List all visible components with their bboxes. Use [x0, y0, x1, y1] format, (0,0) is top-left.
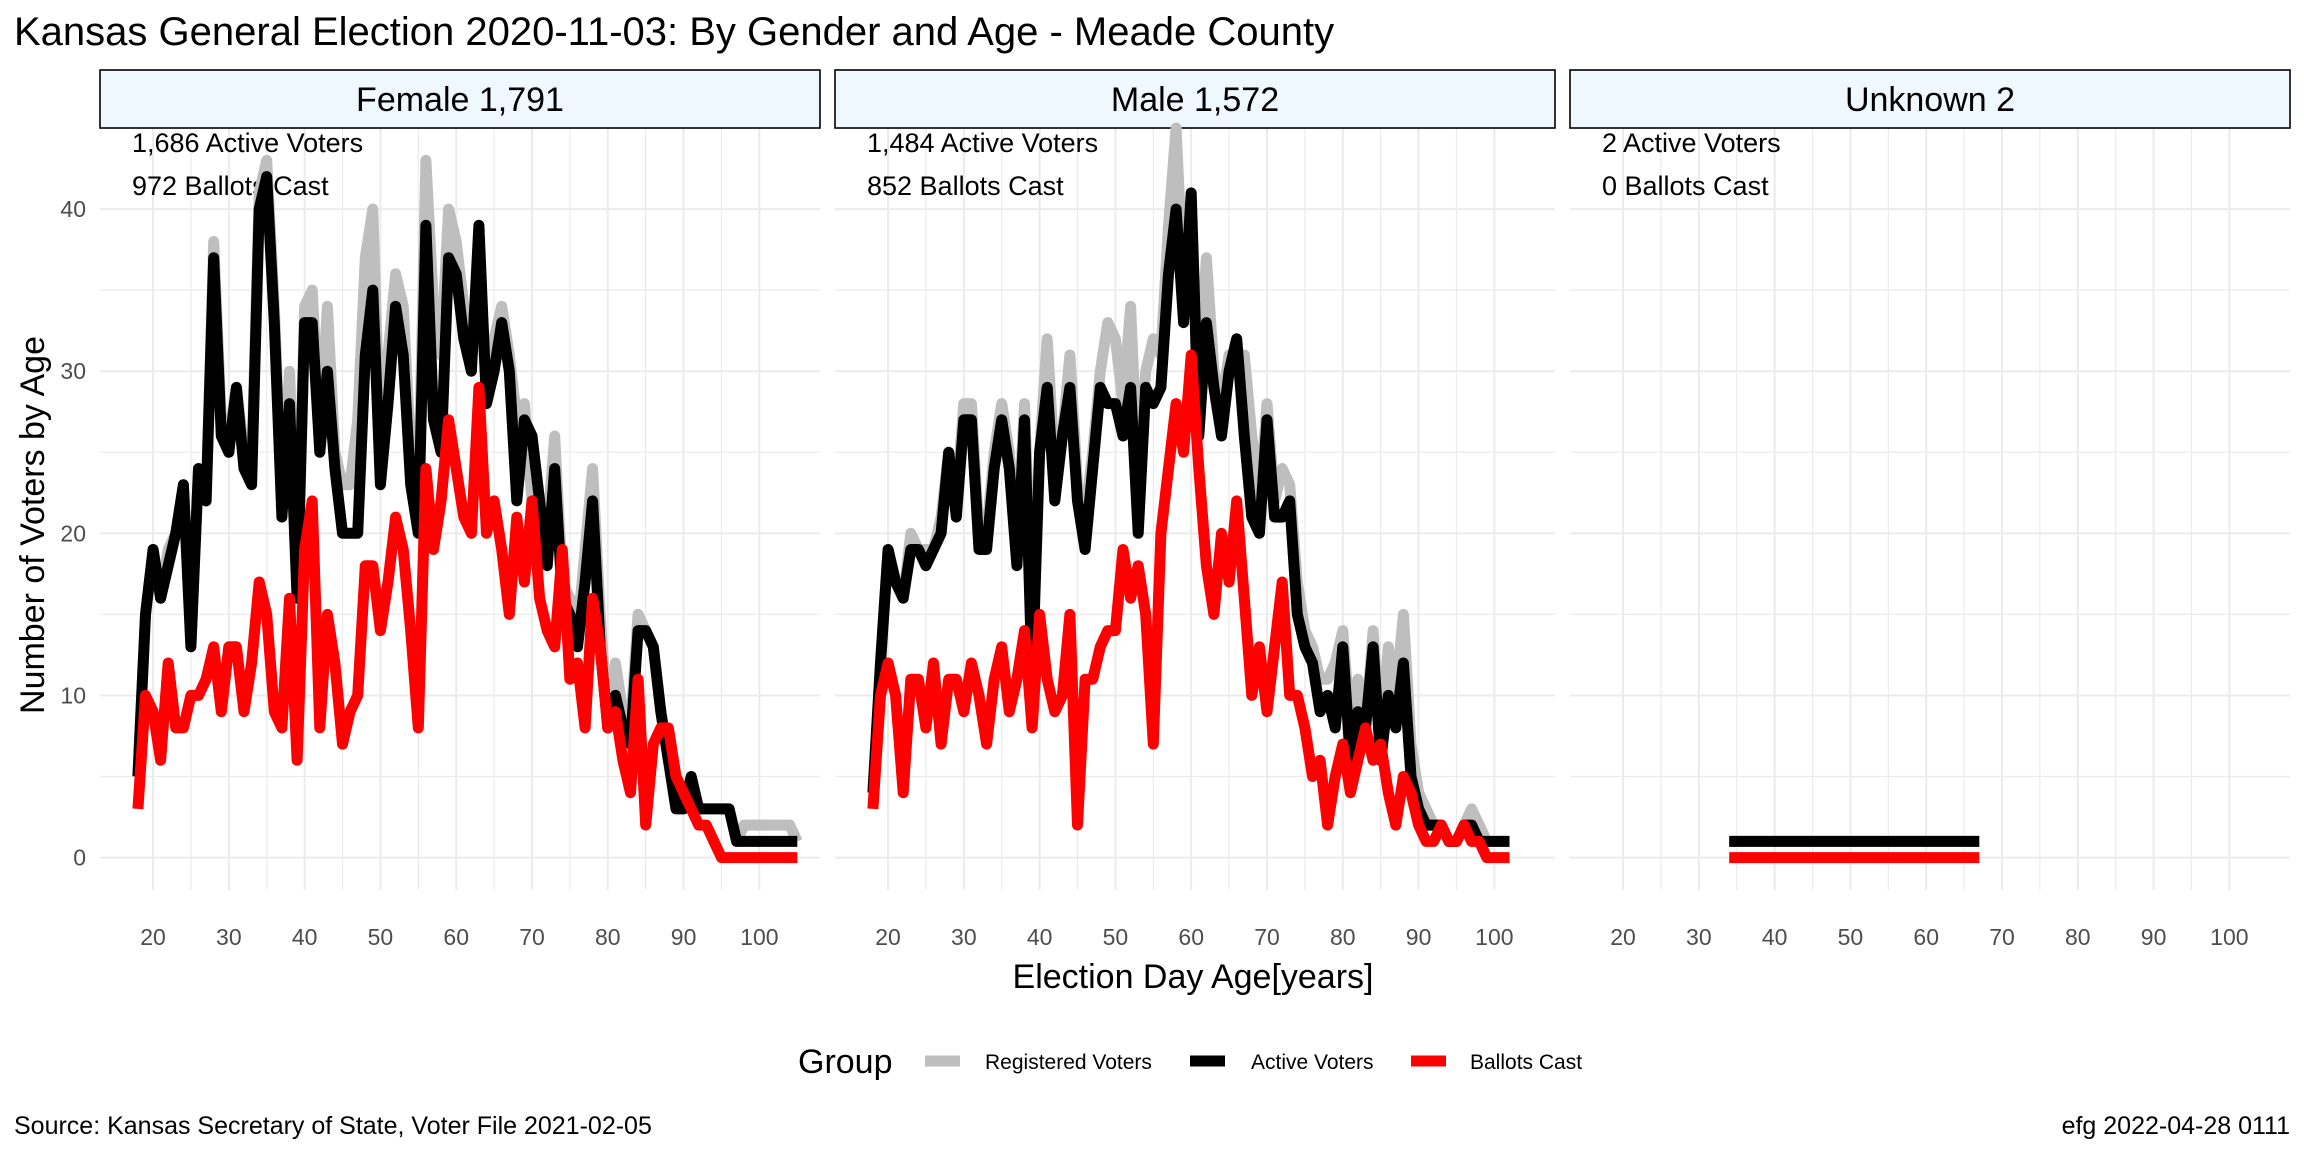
x-tick-label: 20 — [1610, 924, 1636, 950]
x-tick-label: 60 — [1913, 924, 1939, 950]
y-tick-label: 20 — [60, 520, 86, 546]
x-tick-label: 90 — [1406, 924, 1432, 950]
x-tick-label: 60 — [443, 924, 469, 950]
facet-panel: Unknown 2 2 Active Voters 0 Ballots Cast 20… — [1569, 69, 2291, 950]
source-caption: Source: Kansas Secretary of State, Voter… — [14, 1112, 652, 1140]
x-tick-label: 80 — [595, 924, 621, 950]
x-tick-label: 70 — [519, 924, 545, 950]
x-tick-label: 70 — [1254, 924, 1280, 950]
x-tick-label: 30 — [951, 924, 977, 950]
facet-strip — [1569, 69, 2291, 129]
x-tick-label: 90 — [2141, 924, 2167, 950]
x-tick-label: 100 — [740, 924, 778, 950]
x-tick-label: 20 — [140, 924, 166, 950]
facet-strip — [834, 69, 1556, 129]
series-line — [132, 381, 798, 864]
panel-annotation: 0 Ballots Cast — [1602, 171, 1769, 201]
x-tick-label: 80 — [2065, 924, 2091, 950]
x-tick-label: 30 — [216, 924, 242, 950]
timestamp-caption: efg 2022-04-28 0111 — [2062, 1112, 2290, 1140]
x-tick-label: 50 — [1838, 924, 1864, 950]
panel-annotation: 972 Ballots Cast — [132, 171, 329, 201]
y-axis-label: Number of Voters by Age — [14, 336, 52, 714]
facet-strip-label: Female 1,791 — [356, 81, 564, 119]
legend-label-ballots: Ballots Cast — [1470, 1051, 1582, 1074]
x-tick-label: 100 — [2210, 924, 2248, 950]
facet-panel: Male 1,572 1,484 Active Voters 852 Ballots… — [834, 69, 1556, 950]
y-tick-label: 30 — [60, 358, 86, 384]
panels: Female 1,791 1,686 Active Voters 972 Ballo… — [60, 69, 2291, 950]
x-tick-label: 70 — [1989, 924, 2015, 950]
panel-annotation: 1,686 Active Voters — [132, 128, 363, 158]
x-tick-label: 20 — [875, 924, 901, 950]
panel-annotation: 1,484 Active Voters — [867, 128, 1098, 158]
panel-annotation: 2 Active Voters — [1602, 128, 1781, 158]
x-tick-label: 50 — [1103, 924, 1129, 950]
series-line — [867, 349, 1510, 864]
x-tick-label: 40 — [1762, 924, 1788, 950]
x-tick-label: 80 — [1330, 924, 1356, 950]
x-tick-label: 60 — [1178, 924, 1204, 950]
facet-panel: Female 1,791 1,686 Active Voters 972 Ballo… — [60, 69, 821, 950]
chart-title: Kansas General Election 2020-11-03: By G… — [14, 10, 1334, 54]
y-tick-label: 40 — [60, 196, 86, 222]
x-tick-label: 50 — [368, 924, 394, 950]
facet-strip-label: Male 1,572 — [1111, 81, 1279, 119]
legend-label-registered: Registered Voters — [985, 1051, 1152, 1074]
legend: Group Registered Voters Active Voters Ba… — [798, 1043, 1582, 1081]
panel-annotation: 852 Ballots Cast — [867, 171, 1064, 201]
series-line — [867, 187, 1510, 847]
y-tick-label: 10 — [60, 682, 86, 708]
legend-title: Group — [798, 1043, 893, 1081]
x-tick-label: 90 — [671, 924, 697, 950]
facet-strip-label: Unknown 2 — [1845, 81, 2015, 119]
facet-strip — [99, 69, 821, 129]
x-tick-label: 40 — [292, 924, 318, 950]
x-tick-label: 40 — [1027, 924, 1053, 950]
x-axis-label: Election Day Age[years] — [1013, 958, 1374, 996]
x-tick-label: 30 — [1686, 924, 1712, 950]
legend-label-active: Active Voters — [1251, 1051, 1374, 1074]
y-tick-label: 0 — [73, 845, 86, 871]
x-tick-label: 100 — [1475, 924, 1513, 950]
